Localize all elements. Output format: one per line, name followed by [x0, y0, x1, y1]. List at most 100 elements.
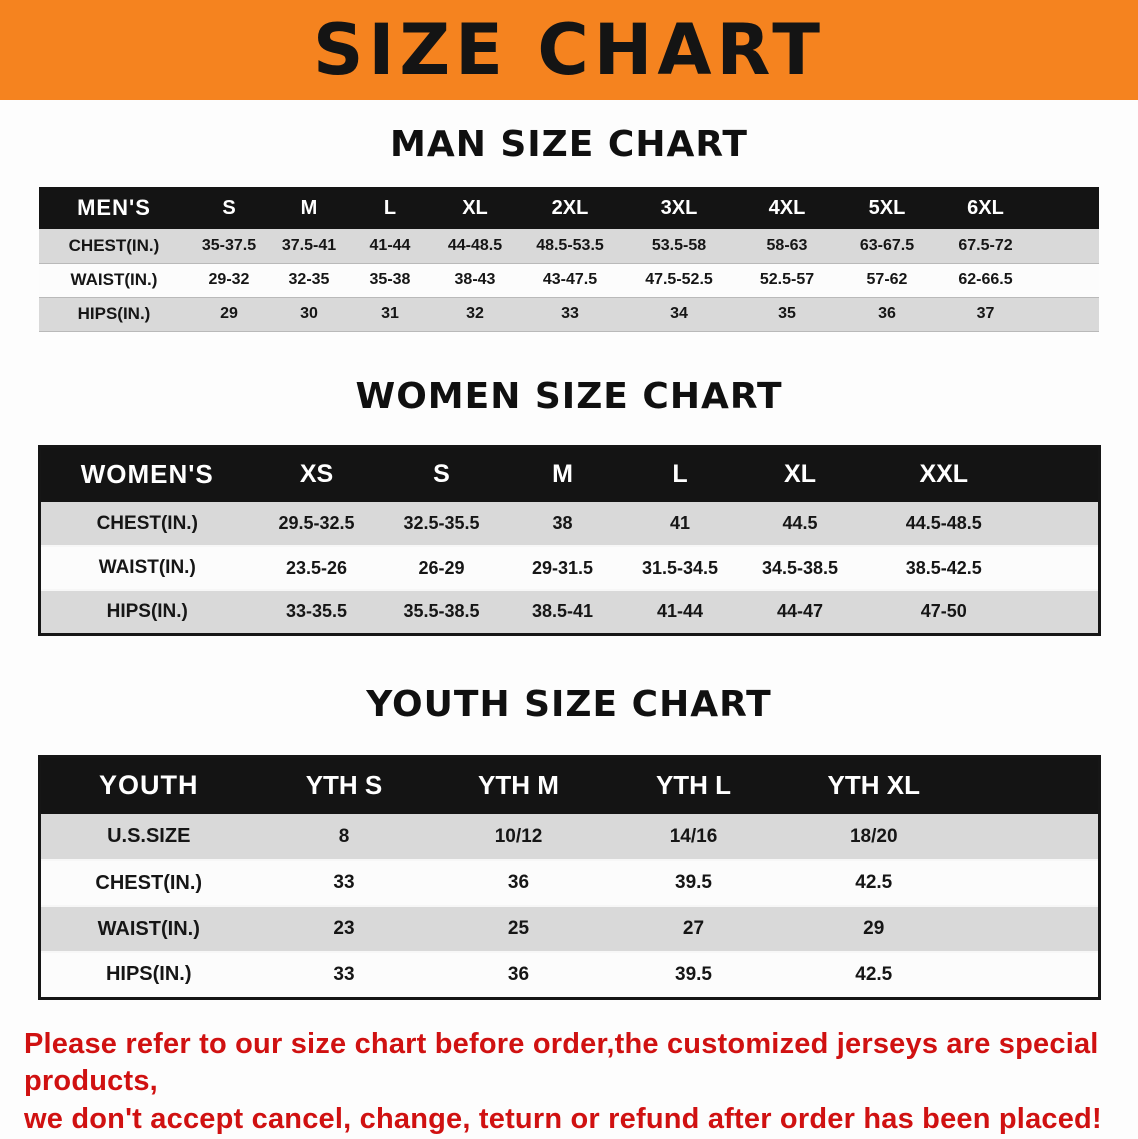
col-header: S: [379, 446, 504, 502]
size-cell: 32: [466, 305, 484, 322]
size-cell: 30: [300, 305, 318, 322]
size-cell: 18/20: [849, 825, 898, 847]
size-cell: 35: [778, 305, 796, 322]
size-cell: 34: [670, 305, 688, 322]
col-header: YTH M: [431, 756, 606, 814]
size-cell: 31: [381, 305, 399, 322]
men-table-title: MEN'S: [39, 187, 189, 229]
men-hips-row: HIPS(IN.) 29 30 31 32 33 34 35 36 37: [39, 297, 1099, 331]
size-cell: 43-47.5: [542, 271, 598, 288]
size-cell: 53.5-58: [651, 236, 707, 254]
size-cell: 41-44: [656, 601, 704, 622]
men-size-table: MEN'S S M L XL 2XL 3XL 4XL 5XL 6XL CHEST…: [39, 187, 1099, 332]
row-label: WAIST(IN.): [98, 557, 196, 578]
col-header: 6XL: [937, 187, 1099, 229]
col-header: M: [269, 187, 349, 229]
size-cell: 23: [333, 918, 355, 939]
size-cell: 36: [507, 872, 530, 893]
size-cell: 29-32: [208, 271, 250, 288]
youth-waist-row: WAIST(IN.) 23 25 27 29: [39, 906, 1099, 952]
col-header: L: [349, 187, 431, 229]
size-cell: 39.5: [675, 872, 712, 893]
col-header: XL: [739, 446, 861, 502]
col-header: M: [504, 446, 621, 502]
size-cell: 39.5: [675, 963, 712, 985]
disclaimer-line-1: Please refer to our size chart before or…: [24, 1027, 1099, 1098]
col-header: YTH L: [606, 756, 781, 814]
size-cell: 63-67.5: [859, 236, 915, 254]
size-cell: 37: [976, 305, 995, 322]
size-cell: 33-35.5: [285, 601, 348, 622]
size-cell: 26-29: [418, 557, 465, 578]
size-cell: 31.5-34.5: [641, 557, 719, 578]
youth-header-row: YOUTH YTH S YTH M YTH L YTH XL: [39, 756, 1099, 814]
youth-size-table: YOUTH YTH S YTH M YTH L YTH XL U.S.SIZE …: [37, 754, 1101, 1000]
size-cell: 38.5-42.5: [905, 557, 982, 578]
size-cell: 67.5-72: [958, 236, 1013, 254]
men-chest-row: CHEST(IN.) 35-37.5 37.5-41 41-44 44-48.5…: [39, 229, 1099, 263]
col-header: YTH XL: [781, 756, 1099, 814]
men-size-section: MAN SIZE CHART MEN'S S M L XL 2XL 3XL 4X…: [0, 124, 1138, 332]
banner: SIZE CHART: [0, 0, 1138, 100]
youth-table-title: YOUTH: [39, 756, 257, 814]
size-cell: 47-50: [920, 601, 967, 622]
women-header-row: WOMEN'S XS S M L XL XXL: [39, 446, 1099, 502]
size-cell: 25: [507, 918, 530, 939]
disclaimer-line-2: we don't accept cancel, change, teturn o…: [24, 1102, 1102, 1135]
size-cell: 38-43: [454, 271, 496, 288]
row-label: CHEST(IN.): [95, 871, 203, 894]
size-cell: 44-48.5: [447, 236, 503, 254]
size-cell: 14/16: [669, 825, 718, 847]
size-cell: 48.5-53.5: [536, 236, 604, 254]
size-cell: 41: [669, 513, 691, 533]
size-cell: 35.5-38.5: [403, 601, 480, 622]
youth-hips-row: HIPS(IN.) 33 36 39.5 42.5: [39, 952, 1099, 998]
row-label: HIPS(IN.): [105, 963, 192, 986]
size-cell: 44-47: [776, 601, 824, 622]
youth-section-heading: YOUTH SIZE CHART: [366, 683, 772, 725]
size-cell: 29.5-32.5: [278, 513, 355, 533]
youth-ussize-row: U.S.SIZE 8 10/12 14/16 18/20: [39, 814, 1099, 860]
youth-size-section: YOUTH SIZE CHART YOUTH YTH S YTH M YTH L…: [0, 684, 1138, 1000]
size-cell: 36: [507, 963, 530, 985]
size-cell: 38: [552, 513, 573, 533]
youth-chest-row: CHEST(IN.) 33 36 39.5 42.5: [39, 860, 1099, 906]
size-cell: 42.5: [855, 963, 893, 985]
col-header: XL: [431, 187, 519, 229]
size-cell: 35-37.5: [201, 236, 257, 254]
size-cell: 41-44: [369, 236, 411, 254]
size-cell: 8: [338, 825, 350, 847]
size-cell: 32-35: [288, 271, 330, 288]
women-chest-row: CHEST(IN.) 29.5-32.5 32.5-35.5 38 41 44.…: [39, 502, 1099, 546]
row-label: WAIST(IN.): [97, 917, 200, 940]
col-header: 5XL: [837, 187, 937, 229]
size-cell: 23.5-26: [285, 557, 348, 578]
size-cell: 29-31.5: [531, 557, 594, 578]
size-cell: 32.5-35.5: [403, 513, 480, 533]
size-cell: 29: [220, 305, 238, 322]
women-size-table: WOMEN'S XS S M L XL XXL CHEST(IN.) 29.5-…: [37, 444, 1101, 636]
women-table-title: WOMEN'S: [39, 446, 254, 502]
page-title: SIZE CHART: [312, 9, 826, 91]
size-cell: 33: [561, 305, 579, 322]
row-label: CHEST(IN.): [68, 235, 160, 255]
size-cell: 57-62: [866, 271, 908, 288]
size-cell: 62-66.5: [958, 271, 1013, 288]
women-waist-row: WAIST(IN.) 23.5-26 26-29 29-31.5 31.5-34…: [39, 546, 1099, 590]
col-header: 4XL: [737, 187, 837, 229]
row-label: WAIST(IN.): [70, 270, 158, 289]
col-header: 2XL: [519, 187, 621, 229]
size-cell: 10/12: [494, 825, 543, 847]
size-cell: 44.5: [782, 513, 818, 533]
row-label: HIPS(IN.): [77, 304, 151, 323]
size-cell: 33: [333, 963, 355, 985]
size-cell: 36: [878, 305, 896, 322]
col-header: YTH S: [257, 756, 431, 814]
row-label: CHEST(IN.): [96, 512, 198, 534]
col-header: L: [621, 446, 739, 502]
col-header: XS: [254, 446, 379, 502]
row-label: U.S.SIZE: [107, 825, 191, 847]
col-header: S: [189, 187, 269, 229]
size-cell: 37.5-41: [281, 236, 337, 254]
